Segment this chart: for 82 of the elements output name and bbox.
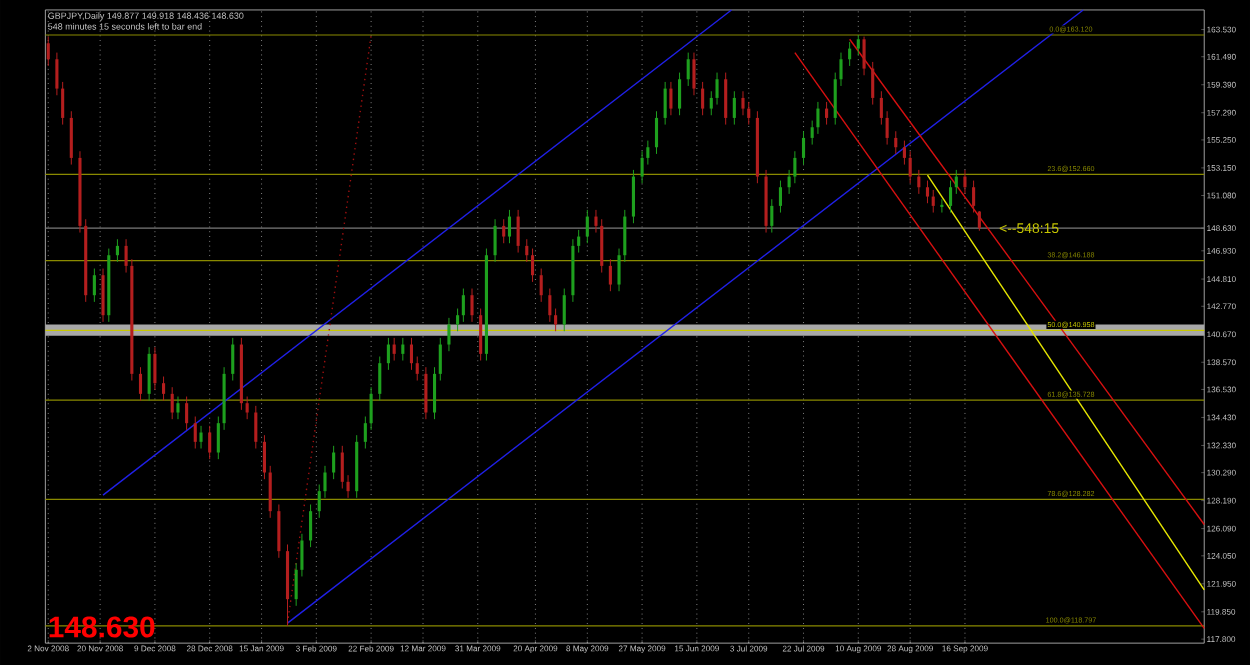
candlestick xyxy=(493,219,497,263)
candlestick xyxy=(285,544,290,627)
candlestick xyxy=(977,210,981,232)
candlestick xyxy=(663,81,667,126)
candlestick xyxy=(631,169,635,225)
candlestick xyxy=(562,288,566,333)
candlestick xyxy=(268,465,272,519)
candlestick xyxy=(170,387,174,421)
candlestick xyxy=(115,239,119,263)
candlestick xyxy=(332,445,336,481)
candlestick xyxy=(554,308,558,333)
candlestick xyxy=(438,337,442,382)
candlestick xyxy=(415,356,419,382)
candlestick xyxy=(153,347,157,391)
candlestick xyxy=(692,52,696,97)
candlestick xyxy=(340,445,344,490)
candlestick xyxy=(801,131,806,166)
candlestick xyxy=(208,425,212,461)
candlestick xyxy=(392,337,396,362)
candlestick xyxy=(678,72,682,117)
candlestick xyxy=(778,180,783,214)
candlestick xyxy=(654,111,659,155)
candlestick xyxy=(447,317,451,353)
candlestick xyxy=(456,308,460,333)
candlestick xyxy=(502,219,506,245)
candlestick xyxy=(185,396,189,431)
candlestick xyxy=(461,288,465,323)
candlestick xyxy=(894,131,898,155)
candlestick xyxy=(856,35,860,57)
candlestick xyxy=(432,367,437,421)
candlestick xyxy=(848,41,852,67)
candlestick xyxy=(309,504,313,549)
candlestick xyxy=(825,101,829,126)
candlestick xyxy=(92,268,96,303)
candlestick xyxy=(277,504,281,559)
candlestick xyxy=(138,367,143,402)
candlestick xyxy=(862,36,866,77)
candlestick xyxy=(162,376,166,402)
candlestick xyxy=(516,209,520,254)
candlestick xyxy=(479,308,483,362)
candlestick xyxy=(525,239,529,263)
candlestick xyxy=(701,81,705,117)
candlestick xyxy=(608,259,612,293)
candlestick xyxy=(908,151,912,185)
candlestick xyxy=(254,405,258,450)
candlestick xyxy=(176,396,180,421)
candlestick xyxy=(724,72,728,126)
candlestick xyxy=(948,180,953,214)
candlestick xyxy=(770,199,774,234)
candlestick xyxy=(925,180,930,205)
candlestick xyxy=(954,169,958,195)
candlestick xyxy=(585,209,589,245)
annotation: 148.630 xyxy=(49,616,155,639)
candlestick xyxy=(530,248,535,283)
candlestick xyxy=(741,91,745,117)
candlestick xyxy=(917,169,921,195)
candlestick xyxy=(963,169,967,195)
candlestick xyxy=(902,140,906,166)
candlestick xyxy=(262,435,267,481)
candlestick xyxy=(507,209,512,245)
candlestick xyxy=(409,337,414,371)
candlestick xyxy=(972,180,976,214)
candlestick xyxy=(931,189,935,214)
candlestick xyxy=(46,36,50,67)
candlestick xyxy=(539,268,543,303)
candlestick xyxy=(147,347,151,402)
candlestick xyxy=(871,61,875,106)
candlestick xyxy=(470,288,474,323)
candlestick xyxy=(732,91,736,126)
candlestick xyxy=(245,396,249,421)
candlestick xyxy=(69,111,73,166)
candlestick xyxy=(686,52,690,87)
candlestick xyxy=(424,367,428,421)
candlestick xyxy=(199,425,203,450)
candlestick xyxy=(231,337,235,382)
candlestick xyxy=(386,337,390,371)
candlestick xyxy=(101,268,105,323)
candlestick xyxy=(548,288,552,323)
candlestick xyxy=(193,416,197,450)
candlestick xyxy=(378,356,382,402)
candlestick xyxy=(401,337,405,362)
candlestick xyxy=(669,81,673,117)
